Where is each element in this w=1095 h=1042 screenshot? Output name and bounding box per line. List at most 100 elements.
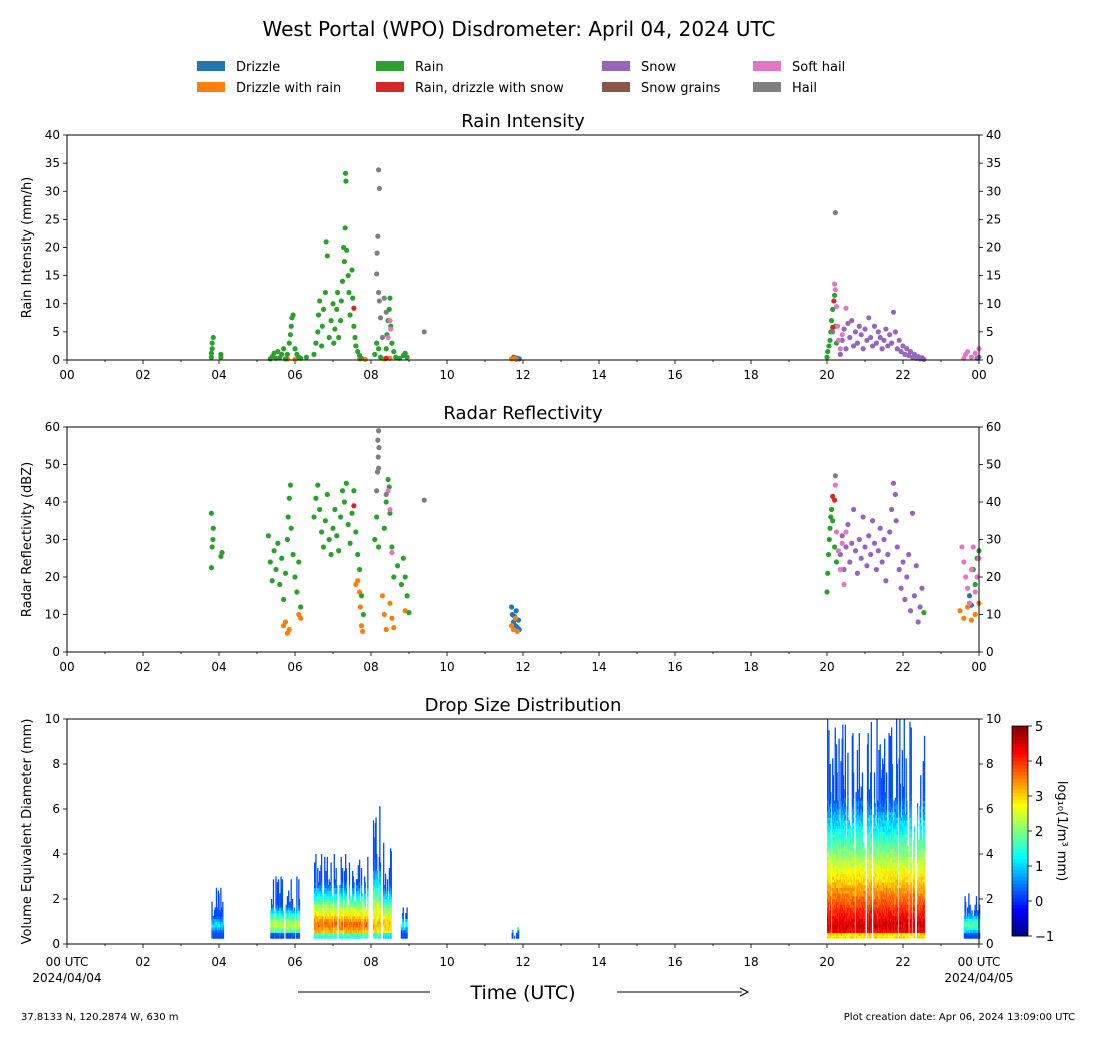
- data-point: [832, 544, 838, 550]
- heatmap-cell: [360, 873, 363, 877]
- heatmap-cell: [842, 724, 844, 728]
- heatmap-cell: [367, 924, 369, 928]
- heatmap-cell: [844, 747, 847, 751]
- heatmap-cell: [844, 870, 847, 874]
- heatmap-cell: [844, 766, 847, 770]
- data-point: [376, 346, 382, 352]
- heatmap-cell: [330, 899, 332, 903]
- heatmap-cell: [842, 806, 845, 810]
- heatmap-cell: [280, 879, 282, 883]
- data-point: [385, 334, 391, 341]
- heatmap-cell: [335, 873, 337, 877]
- heatmap-cell: [834, 747, 836, 751]
- heatmap-cell: [315, 876, 317, 880]
- heatmap-cell: [275, 876, 277, 880]
- heatmap-cell: [346, 927, 348, 931]
- heatmap-cell: [390, 884, 392, 889]
- heatmap-cell: [830, 856, 832, 860]
- heatmap-cell: [379, 901, 382, 905]
- heatmap-cell: [847, 851, 849, 855]
- heatmap-cell: [350, 907, 353, 911]
- heatmap-cell: [832, 834, 834, 838]
- data-point: [870, 343, 876, 349]
- heatmap-cell: [837, 935, 839, 939]
- heatmap-cell: [367, 910, 369, 914]
- heatmap-cell: [379, 929, 382, 934]
- heatmap-cell: [372, 837, 375, 841]
- heatmap-cell: [383, 893, 385, 897]
- heatmap-cell: [350, 924, 353, 928]
- data-point: [904, 574, 910, 580]
- heatmap-cell: [334, 896, 336, 900]
- heatmap-cell: [333, 873, 335, 877]
- heatmap-cell: [849, 845, 852, 849]
- heatmap-cell: [379, 927, 382, 931]
- heatmap-cell: [367, 921, 369, 925]
- heatmap-cell: [215, 913, 218, 917]
- heatmap-cell: [828, 851, 830, 855]
- heatmap-cell: [390, 921, 392, 925]
- heatmap-cell: [384, 879, 387, 883]
- heatmap-cell: [390, 935, 392, 939]
- heatmap-cell: [386, 879, 389, 883]
- heatmap-cell: [849, 915, 852, 919]
- x-tick-label: 22: [895, 955, 910, 969]
- heatmap-cell: [847, 899, 849, 903]
- heatmap-cell: [848, 876, 850, 880]
- heatmap-cell: [375, 837, 377, 841]
- heatmap-cell: [830, 915, 832, 919]
- heatmap-cell: [367, 876, 369, 880]
- data-point: [889, 506, 895, 513]
- data-point: [281, 346, 287, 352]
- heatmap-cell: [827, 823, 829, 827]
- heatmap-cell: [336, 899, 338, 903]
- heatmap-cell: [329, 896, 331, 900]
- heatmap-cell: [376, 865, 378, 869]
- heatmap-cell: [350, 935, 353, 939]
- heatmap-cell: [290, 921, 292, 925]
- heatmap-cell: [288, 904, 290, 908]
- heatmap-cell: [334, 935, 336, 939]
- heatmap-cell: [842, 854, 845, 858]
- heatmap-cell: [840, 772, 842, 776]
- heatmap-cell: [379, 814, 381, 818]
- heatmap-cell: [844, 825, 847, 829]
- heatmap-cell: [341, 879, 344, 883]
- data-point: [271, 548, 277, 554]
- heatmap-cell: [832, 783, 834, 787]
- heatmap-cell: [353, 904, 355, 908]
- heatmap-cell: [324, 873, 326, 877]
- heatmap-cell: [844, 800, 847, 804]
- data-point: [319, 343, 325, 349]
- heatmap-cell: [828, 887, 830, 891]
- heatmap-cell: [211, 927, 213, 931]
- heatmap-cell: [844, 792, 847, 796]
- heatmap-cell: [848, 865, 850, 869]
- heatmap-cell: [291, 901, 294, 905]
- heatmap-cell: [847, 775, 849, 779]
- heatmap-cell: [848, 882, 850, 886]
- heatmap-cell: [848, 910, 850, 914]
- heatmap-cell: [839, 842, 841, 846]
- heatmap-cell: [348, 870, 351, 874]
- heatmap-cell: [281, 879, 283, 883]
- heatmap-cell: [367, 932, 369, 936]
- heatmap-cell: [386, 890, 389, 894]
- heatmap-cell: [325, 904, 327, 908]
- heatmap-cell: [372, 859, 375, 863]
- heatmap-cell: [379, 924, 382, 928]
- heatmap-cell: [367, 873, 369, 877]
- data-point: [966, 593, 973, 599]
- heatmap-cell: [829, 769, 831, 773]
- data-point: [332, 326, 338, 332]
- heatmap-cell: [844, 752, 847, 756]
- heatmap-cell: [346, 910, 348, 914]
- heatmap-cell: [296, 899, 298, 903]
- heatmap-cell: [838, 761, 840, 765]
- heatmap-cell: [333, 876, 335, 880]
- data-point: [830, 518, 836, 524]
- heatmap-cell: [293, 910, 296, 914]
- heatmap-cell: [849, 910, 852, 914]
- heatmap-cell: [361, 896, 363, 900]
- data-point: [911, 351, 918, 357]
